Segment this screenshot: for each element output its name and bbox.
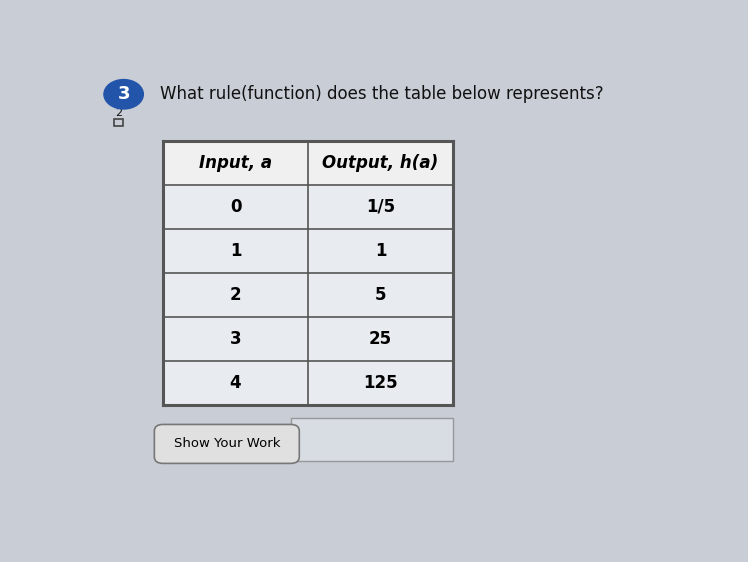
FancyBboxPatch shape	[154, 424, 299, 464]
Text: 0: 0	[230, 198, 242, 216]
Text: Input, a: Input, a	[199, 154, 272, 172]
Circle shape	[104, 80, 144, 109]
Text: What rule(function) does the table below represents?: What rule(function) does the table below…	[160, 85, 604, 103]
FancyBboxPatch shape	[163, 273, 453, 317]
Text: 125: 125	[363, 374, 398, 392]
Text: 1: 1	[375, 242, 386, 260]
Text: 5: 5	[375, 286, 386, 304]
Text: 3: 3	[117, 85, 130, 103]
FancyBboxPatch shape	[163, 361, 453, 405]
Text: Show Your Work: Show Your Work	[174, 437, 280, 450]
Text: Output, h(a): Output, h(a)	[322, 154, 438, 172]
FancyBboxPatch shape	[163, 141, 453, 405]
Text: 2: 2	[230, 286, 242, 304]
FancyBboxPatch shape	[290, 418, 453, 461]
Text: 3: 3	[230, 330, 242, 348]
FancyBboxPatch shape	[163, 229, 453, 273]
FancyBboxPatch shape	[163, 185, 453, 229]
FancyBboxPatch shape	[163, 317, 453, 361]
Text: 1/5: 1/5	[366, 198, 395, 216]
Text: 2: 2	[115, 108, 123, 118]
Text: 4: 4	[230, 374, 242, 392]
FancyBboxPatch shape	[163, 141, 453, 185]
Text: 1: 1	[230, 242, 242, 260]
Text: 25: 25	[369, 330, 392, 348]
FancyBboxPatch shape	[114, 119, 123, 126]
